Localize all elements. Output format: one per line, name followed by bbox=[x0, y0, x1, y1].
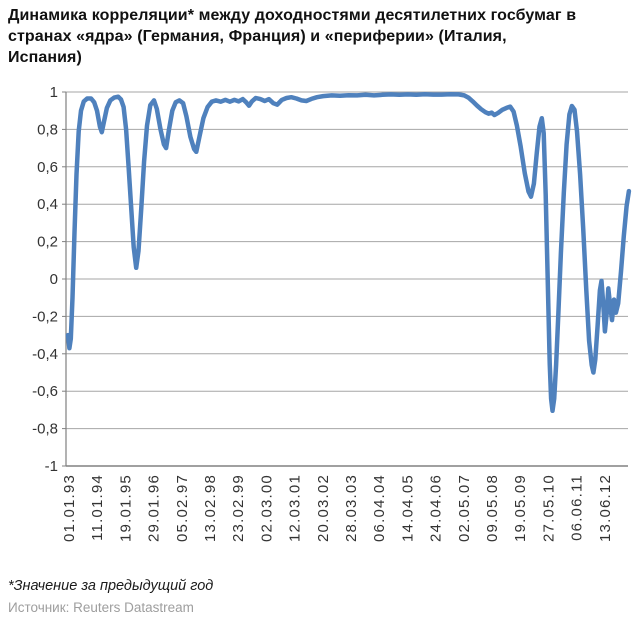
x-axis-tick-label: 05.02.97 bbox=[174, 474, 191, 542]
x-axis-tick-label: 23.02.99 bbox=[230, 474, 247, 542]
x-axis-tick-label: 28.03.03 bbox=[343, 474, 360, 542]
x-axis-tick-label: 01.01.93 bbox=[61, 474, 78, 542]
y-axis-tick-label: 0,6 bbox=[37, 159, 58, 176]
x-axis-tick-label: 20.03.02 bbox=[315, 474, 332, 542]
x-axis-tick-label: 12.03.01 bbox=[287, 474, 304, 542]
x-axis-tick-label: 13.02.98 bbox=[202, 474, 219, 542]
source-note: Источник: Reuters Datastream bbox=[8, 600, 194, 615]
y-axis-tick-label: -0,2 bbox=[32, 308, 58, 325]
footnote: *Значение за предыдущий год bbox=[8, 578, 214, 594]
y-axis-tick-label: 1 bbox=[50, 84, 58, 101]
y-axis-tick-label: 0,2 bbox=[37, 234, 58, 251]
y-axis-tick-label: 0,8 bbox=[37, 121, 58, 138]
y-axis-tick-label: -0,6 bbox=[32, 383, 58, 400]
x-axis-tick-label: 14.04.05 bbox=[399, 474, 416, 542]
y-axis-tick-label: 0,4 bbox=[37, 196, 58, 213]
x-axis-tick-label: 29.01.96 bbox=[146, 474, 163, 542]
x-axis-tick-label: 19.01.95 bbox=[117, 474, 134, 542]
x-axis-tick-label: 02.05.07 bbox=[456, 474, 473, 542]
x-axis-tick-label: 06.04.04 bbox=[371, 474, 388, 542]
y-axis-tick-label: -1 bbox=[45, 458, 58, 475]
x-axis-tick-label: 27.05.10 bbox=[540, 474, 557, 542]
x-axis-labels-group: 01.01.93 11.01.94 19.01.95 29.01.96 05.02.97… bbox=[61, 474, 614, 542]
x-axis-tick-label: 06.06.11 bbox=[569, 474, 586, 541]
y-axis-labels-group: 1 0,8 0,6 0,4 0,2 0 -0,2 -0,4 -0,6 -0,8 -1 bbox=[32, 84, 58, 475]
y-axis-tick-label: -0,4 bbox=[32, 346, 58, 363]
y-axis-tick-label: -0,8 bbox=[32, 421, 58, 438]
x-axis-tick-label: 19.05.09 bbox=[512, 474, 529, 542]
axes-group bbox=[65, 92, 628, 467]
x-axis-tick-label: 09.05.08 bbox=[484, 474, 501, 542]
gridlines-group bbox=[62, 91, 628, 467]
y-axis-tick-label: 0 bbox=[50, 271, 58, 288]
x-axis-tick-label: 24.04.06 bbox=[428, 474, 445, 542]
x-axis-tick-label: 13.06.12 bbox=[597, 474, 614, 542]
series-group bbox=[65, 91, 632, 414]
correlation-line bbox=[65, 91, 632, 414]
x-axis-tick-label: 02.03.00 bbox=[258, 474, 275, 542]
x-axis-tick-label: 11.01.94 bbox=[89, 474, 106, 541]
chart-title: Динамика корреляции* между доходностями … bbox=[8, 7, 577, 67]
